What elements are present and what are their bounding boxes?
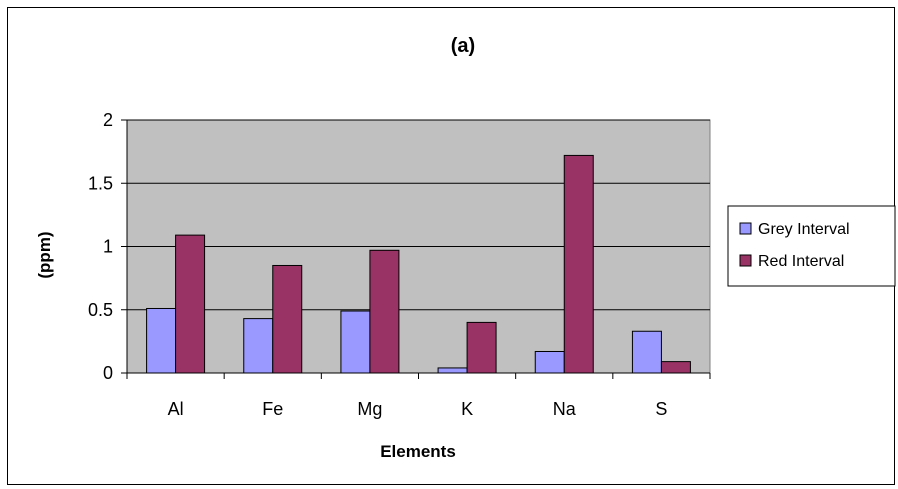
x-axis-title: Elements	[380, 442, 456, 461]
bar-grey-interval-al	[146, 307, 177, 374]
bar-red-interval-mg	[369, 249, 400, 374]
legend-swatch	[739, 222, 752, 235]
bar-grey-interval-k	[437, 367, 468, 374]
y-tick-label: 0	[103, 363, 113, 383]
bar-red-interval-fe	[272, 264, 303, 374]
legend-label: Red Interval	[758, 253, 844, 270]
bar-grey-interval-mg	[340, 310, 371, 374]
x-tick-label: K	[461, 399, 473, 419]
y-tick-label: 1.5	[88, 173, 113, 193]
legend-swatch	[739, 254, 752, 267]
x-tick-label: Na	[553, 399, 577, 419]
legend-box	[727, 205, 896, 287]
bar-grey-interval-na	[534, 350, 565, 374]
legend-label: Grey Interval	[758, 221, 850, 238]
bar-grey-interval-fe	[243, 318, 274, 374]
y-tick-label: 0.5	[88, 300, 113, 320]
y-tick-label: 2	[103, 110, 113, 130]
bar-red-interval-s	[660, 361, 691, 374]
bar-red-interval-al	[175, 234, 206, 374]
bar-red-interval-k	[466, 321, 497, 374]
plot-area: 0 0.5 1 1.5 2 Al Fe Mg K Na S	[88, 110, 711, 419]
legend: Grey Interval Red Interval	[727, 205, 896, 287]
chart-title: (a)	[451, 35, 475, 57]
y-tick-label: 1	[103, 237, 113, 257]
x-tick-label: Al	[168, 399, 184, 419]
x-tick-label: Fe	[262, 399, 283, 419]
bar-grey-interval-s	[631, 330, 662, 374]
y-axis-title: (ppm)	[35, 231, 54, 278]
bar-red-interval-na	[563, 154, 594, 374]
x-tick-label: Mg	[357, 399, 382, 419]
x-tick-label: S	[655, 399, 667, 419]
